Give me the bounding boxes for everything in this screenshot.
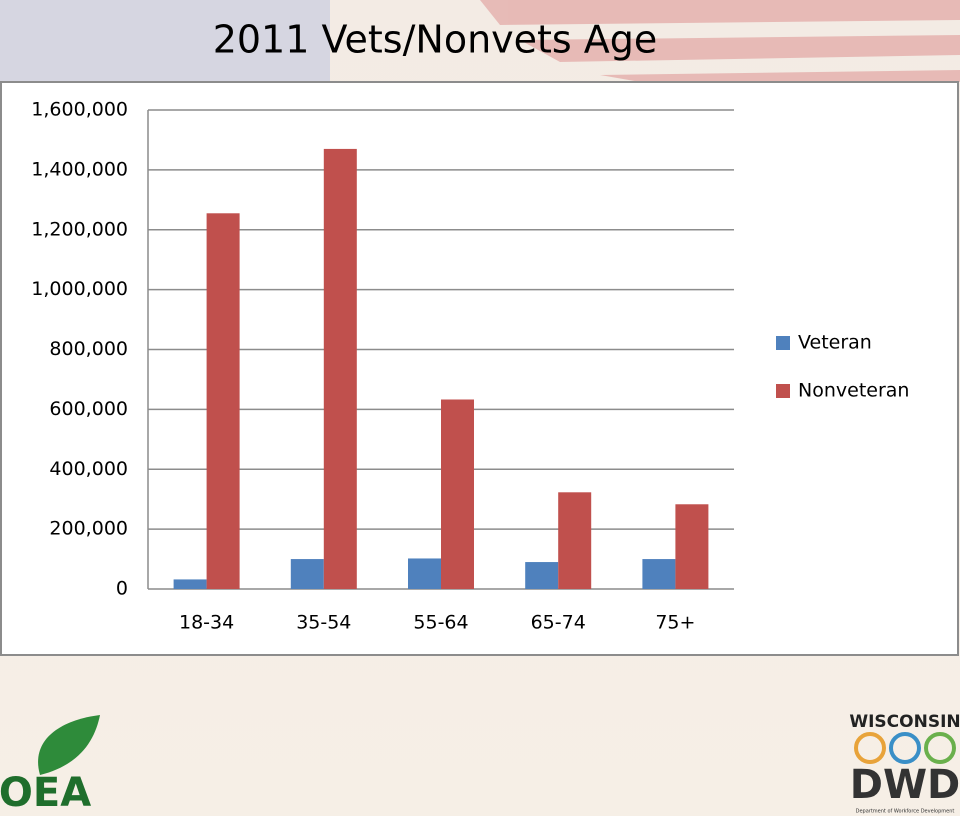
legend-swatch bbox=[776, 336, 790, 350]
chart-title: 2011 Vets/Nonvets Age bbox=[213, 18, 658, 62]
oea-text: OEA bbox=[0, 770, 91, 816]
oea-logo: OEA bbox=[0, 715, 100, 816]
y-tick-label: 1,200,000 bbox=[31, 218, 128, 240]
y-tick-label: 1,400,000 bbox=[31, 158, 128, 180]
flag-canton bbox=[0, 0, 330, 90]
y-tick-label: 1,000,000 bbox=[31, 278, 128, 300]
bar bbox=[408, 558, 441, 589]
dwd-caption: Department of Workforce Development bbox=[856, 809, 955, 815]
dwd-circle bbox=[889, 732, 921, 764]
dwd-circle bbox=[924, 732, 956, 764]
legend-label: Veteran bbox=[798, 332, 872, 354]
oea-leaf bbox=[38, 715, 100, 775]
chart-frame bbox=[0, 81, 959, 656]
x-tick-label: 35-54 bbox=[296, 612, 351, 634]
bar bbox=[642, 559, 676, 589]
dwd-logo: WISCONSIN DWD Department of Workforce De… bbox=[849, 712, 960, 815]
dwd-text: DWD bbox=[850, 762, 960, 808]
y-tick-label: 400,000 bbox=[49, 458, 128, 480]
bar bbox=[290, 559, 324, 589]
x-tick-label: 65-74 bbox=[531, 612, 586, 634]
bar bbox=[323, 148, 357, 589]
bar bbox=[441, 399, 474, 589]
bar bbox=[558, 492, 592, 589]
x-tick-label: 18-34 bbox=[179, 612, 234, 634]
y-tick-label: 1,600,000 bbox=[31, 99, 128, 121]
dwd-circle bbox=[854, 732, 886, 764]
x-tick-label: 75+ bbox=[655, 612, 695, 634]
bar bbox=[675, 504, 709, 589]
dwd-state: WISCONSIN bbox=[849, 712, 960, 732]
y-tick-label: 200,000 bbox=[49, 518, 128, 540]
bar bbox=[206, 213, 240, 590]
legend-label: Nonveteran bbox=[798, 380, 909, 402]
y-tick-label: 600,000 bbox=[49, 398, 128, 420]
bar bbox=[173, 579, 207, 589]
legend-swatch bbox=[776, 384, 790, 398]
y-tick-label: 0 bbox=[116, 578, 128, 600]
y-tick-label: 800,000 bbox=[49, 338, 128, 360]
x-tick-label: 55-64 bbox=[413, 612, 468, 634]
flag-stripes bbox=[480, 0, 960, 82]
bar bbox=[525, 562, 559, 589]
